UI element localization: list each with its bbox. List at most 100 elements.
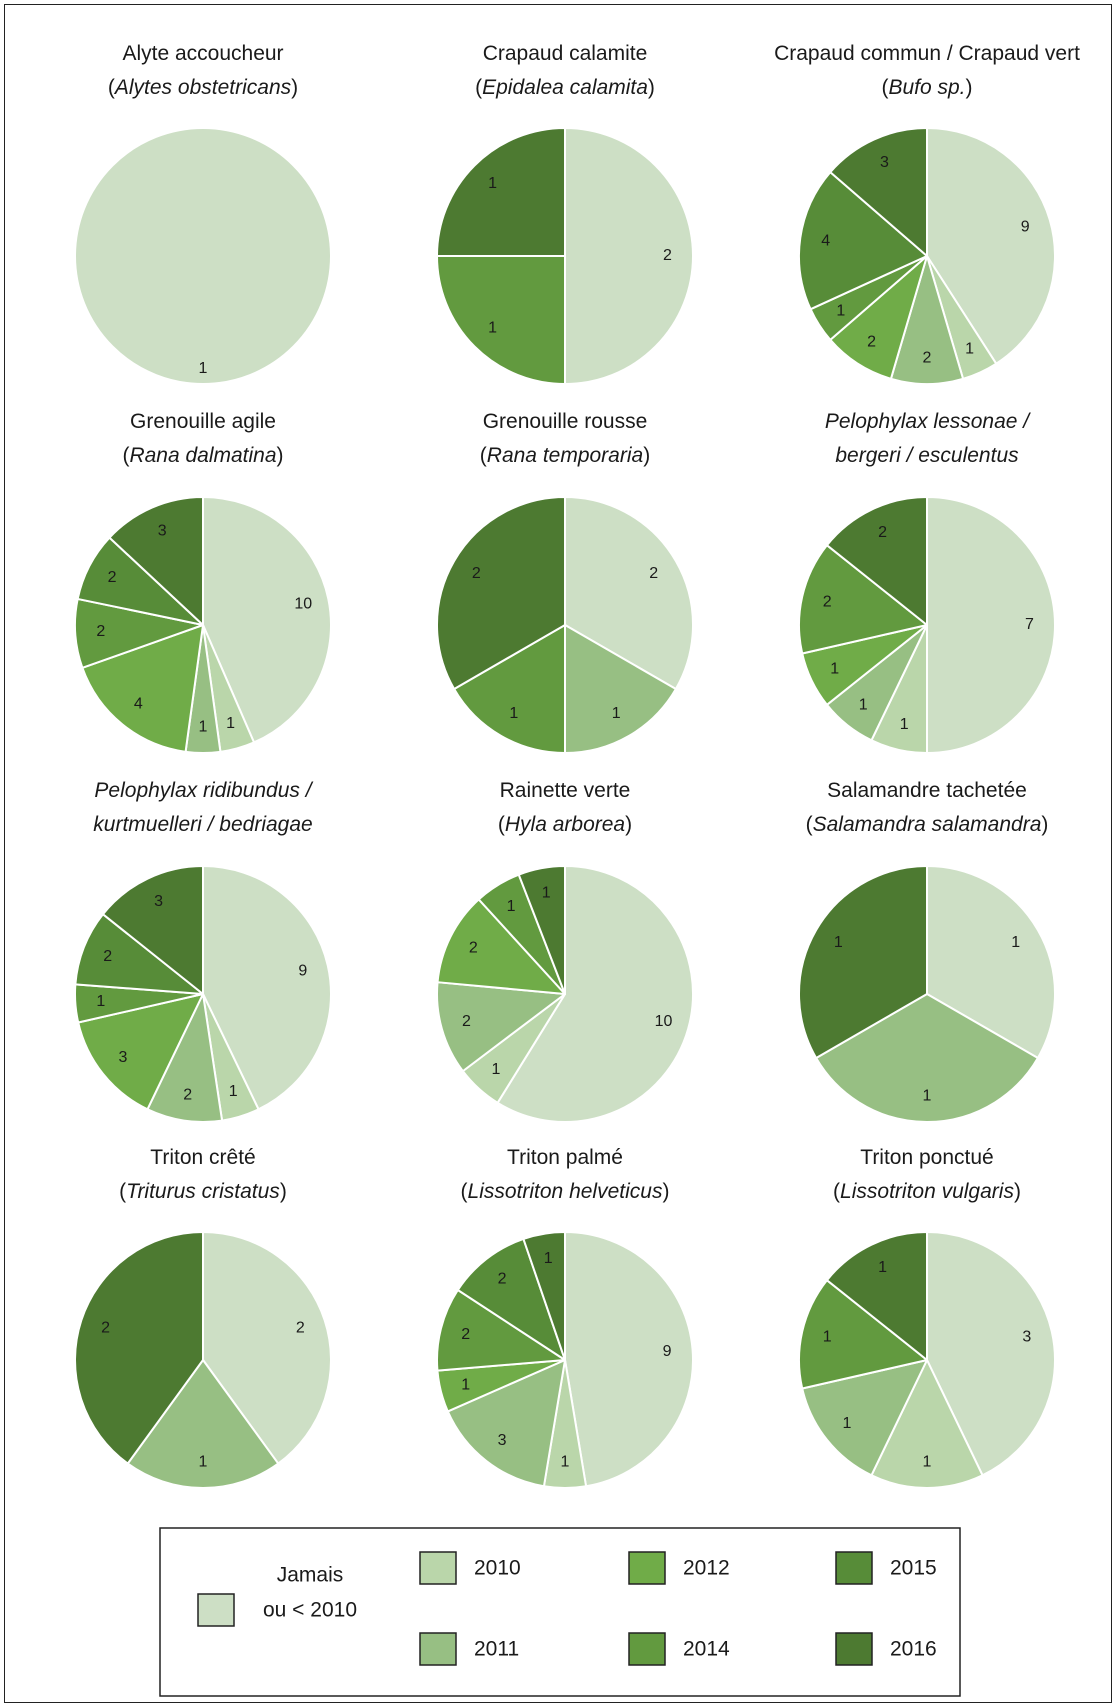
pie-panel: Alyte accoucheur (Alytes obstetricans) 1 — [74, 42, 332, 385]
pie-slice — [815, 993, 1039, 1123]
slice-value-label: 1 — [96, 993, 105, 1010]
legend-item: 2016 — [835, 1632, 937, 1666]
slice-value-label: 4 — [821, 233, 830, 250]
pie-slice — [108, 496, 204, 626]
legend-label: 2015 — [890, 1557, 937, 1580]
pie-panel: Crapaud calamite (Epidalea calamita) 2 1 1 — [436, 42, 694, 385]
pie-slice — [564, 624, 677, 754]
pie-slice — [453, 624, 566, 754]
legend-item: 2015 — [835, 1551, 937, 1585]
pie-slice — [825, 1231, 928, 1361]
slice-value-label: 3 — [158, 522, 167, 539]
slice-value-label: 1 — [878, 1259, 887, 1276]
slice-value-label: 1 — [923, 1088, 932, 1105]
pie-slice — [517, 865, 566, 995]
pie-slice — [202, 1231, 332, 1465]
legend-item: 2012 — [628, 1551, 730, 1585]
slice-value-label: 1 — [1011, 934, 1020, 951]
pie-slice — [101, 865, 204, 995]
pie-slice — [926, 1231, 1056, 1477]
pie-slice — [926, 496, 1056, 754]
slice-value-label: 10 — [294, 595, 312, 612]
pie-slice — [446, 1359, 566, 1488]
slice-value-label: 1 — [461, 1376, 470, 1393]
legend-swatch — [628, 1551, 666, 1585]
pie-slice — [870, 1359, 984, 1489]
slice-value-label: 2 — [663, 247, 672, 264]
slice-value-label: 1 — [199, 719, 208, 736]
slice-value-label: 1 — [561, 1454, 570, 1471]
pie-panel: Salamandre tachetée (Salamandra salamandr… — [798, 779, 1056, 1123]
slice-value-label: 2 — [461, 1326, 470, 1343]
slice-value-label: 2 — [469, 940, 478, 957]
legend-swatch — [197, 1593, 235, 1627]
slice-value-label: 9 — [663, 1343, 672, 1360]
slice-value-label: 9 — [1021, 218, 1030, 235]
pie-slice — [74, 1231, 204, 1465]
slice-value-label: 3 — [498, 1432, 507, 1449]
pie-panel: Pelophylax ridibundus / kurtmuelleri / be… — [74, 779, 332, 1123]
slice-value-label: 2 — [103, 948, 112, 965]
slice-value-label: 3 — [154, 893, 163, 910]
legend-label: ou < 2010 — [263, 1599, 357, 1622]
legend-item: 2014 — [628, 1632, 730, 1666]
slice-value-label: 2 — [462, 1013, 471, 1030]
pie-panel: Rainette verte (Hyla arborea) 10 1 2 2 1 1 — [436, 779, 694, 1123]
pie-title: Pelophylax ridibundus / — [94, 779, 313, 802]
pie-title: (Lissotriton vulgaris) — [833, 1180, 1021, 1203]
slice-value-label: 9 — [298, 962, 307, 979]
pie-title: Triton crêté — [150, 1146, 255, 1169]
legend-label: 2016 — [890, 1638, 937, 1661]
pie-title: (Epidalea calamita) — [475, 76, 655, 99]
slice-value-label: 1 — [199, 360, 208, 377]
pie-title: (Alytes obstetricans) — [108, 76, 298, 99]
pie-slice — [74, 913, 204, 995]
pie-slice — [436, 981, 566, 1073]
legend-swatch — [628, 1632, 666, 1666]
slice-value-label: 1 — [859, 696, 868, 713]
pie-panel: Triton crêté (Triturus cristatus) 2 1 2 — [74, 1146, 332, 1489]
pie-slice — [825, 496, 928, 626]
legend: Jamais ou < 2010 2010 2011 2012 2014 2015 2016 — [159, 1527, 961, 1697]
pie-slice — [564, 496, 694, 690]
pie-slice — [77, 993, 204, 1111]
slice-value-label: 1 — [509, 705, 518, 722]
slice-value-label: 1 — [507, 898, 516, 915]
slice-value-label: 2 — [296, 1320, 305, 1337]
legend-label: 2011 — [474, 1638, 519, 1661]
pie-slice — [436, 1288, 566, 1372]
slice-value-label: 3 — [1022, 1328, 1031, 1345]
pie-panel: Pelophylax lessonae / bergeri / esculentu… — [798, 410, 1056, 754]
pie-slice — [436, 898, 566, 995]
pie-title: Salamandre tachetée — [827, 779, 1027, 802]
slice-value-label: 2 — [96, 623, 105, 640]
slice-value-label: 2 — [878, 524, 887, 541]
slice-value-label: 1 — [842, 1415, 851, 1432]
pie-slice — [146, 993, 224, 1123]
slice-value-label: 2 — [101, 1320, 110, 1337]
pie-slice — [202, 496, 332, 744]
slice-value-label: 3 — [880, 154, 889, 171]
pie-title: bergeri / esculentus — [835, 444, 1019, 467]
slice-value-label: 1 — [834, 934, 843, 951]
pie-title: Crapaud commun / Crapaud vert — [774, 42, 1080, 65]
legend-label: 2014 — [683, 1638, 730, 1661]
slice-value-label: 1 — [612, 705, 621, 722]
pie-title: (Lissotriton helveticus) — [461, 1180, 670, 1203]
pie-slice — [436, 127, 566, 257]
pie-title: (Bufo sp.) — [881, 76, 972, 99]
pie-slice — [522, 1231, 566, 1361]
pie-title: kurtmuelleri / bedriagae — [93, 813, 312, 836]
pie-title: (Hyla arborea) — [498, 813, 632, 836]
pie-slice — [436, 496, 566, 690]
slice-value-label: 2 — [108, 569, 117, 586]
slice-value-label: 1 — [900, 716, 909, 733]
pie-panel: Grenouille agile (Rana dalmatina) 10 1 1 4 2 2 3 — [74, 410, 332, 754]
pie-slice — [496, 865, 694, 1123]
pie-title: Pelophylax lessonae / — [825, 410, 1031, 433]
legend-swatch — [419, 1632, 457, 1666]
slice-value-label: 1 — [544, 1250, 553, 1267]
slice-value-label: 1 — [488, 320, 497, 337]
pie-title: Crapaud calamite — [483, 42, 648, 65]
pie-slice — [798, 171, 928, 311]
